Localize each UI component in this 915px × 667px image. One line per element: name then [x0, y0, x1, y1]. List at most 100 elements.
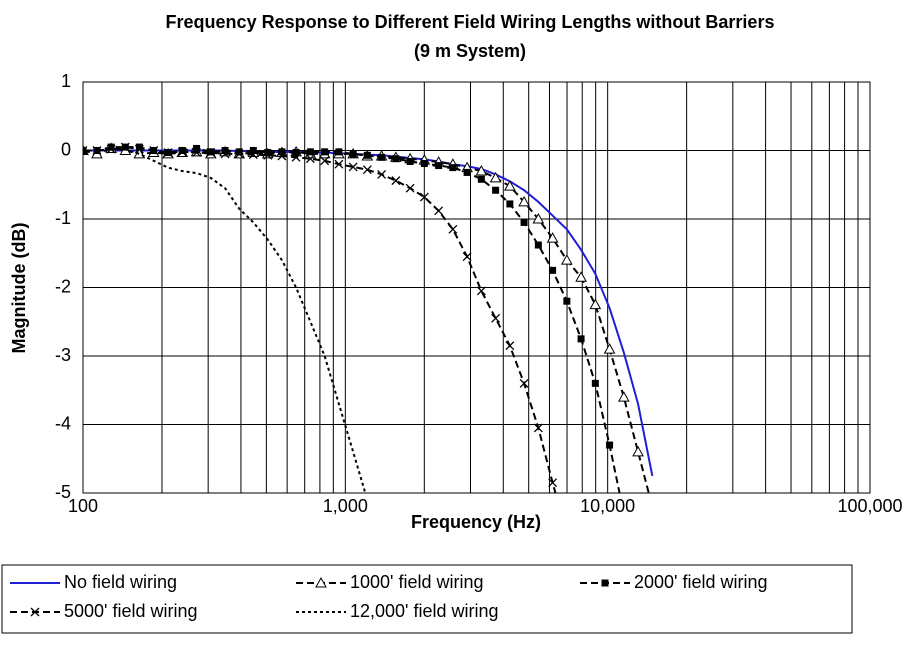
marker	[560, 254, 573, 265]
marker	[405, 183, 415, 193]
marker	[475, 165, 488, 176]
marker	[435, 162, 443, 170]
marker	[591, 379, 599, 387]
y-axis-label: Magnitude (dB)	[9, 223, 29, 354]
y-tick-label: -4	[55, 413, 71, 433]
legend-label: 1000' field wiring	[350, 572, 484, 592]
marker	[476, 286, 486, 296]
y-tick-label: 1	[61, 71, 71, 91]
legend-label: 12,000' field wiring	[350, 601, 499, 621]
marker	[589, 298, 602, 310]
marker	[577, 335, 585, 343]
marker	[263, 150, 273, 160]
marker	[163, 148, 173, 158]
marker	[291, 152, 301, 162]
marker	[632, 445, 644, 457]
marker	[563, 530, 571, 538]
marker	[249, 147, 257, 154]
marker	[248, 150, 258, 160]
marker	[178, 147, 186, 154]
marker	[519, 378, 529, 388]
y-tick-label: -3	[55, 345, 71, 365]
marker	[235, 148, 243, 156]
marker	[532, 212, 545, 224]
marker	[315, 576, 327, 588]
marker	[420, 160, 428, 168]
marker	[335, 148, 343, 156]
marker	[419, 192, 429, 202]
marker	[606, 441, 614, 449]
marker	[477, 175, 485, 183]
marker	[546, 232, 559, 243]
marker	[83, 146, 88, 155]
marker	[192, 148, 202, 158]
legend-label: No field wiring	[64, 572, 177, 592]
legend-label: 5000' field wiring	[64, 601, 198, 621]
marker	[448, 224, 458, 234]
marker	[177, 147, 187, 157]
marker	[492, 186, 500, 194]
x-tick-label: 100,000	[837, 496, 902, 516]
series-line	[83, 146, 621, 493]
marker	[320, 156, 330, 166]
marker	[504, 180, 516, 191]
marker	[563, 297, 571, 305]
marker	[378, 153, 386, 161]
marker	[106, 144, 116, 154]
marker	[575, 271, 587, 282]
marker	[549, 266, 557, 274]
y-tick-label: -1	[55, 208, 71, 228]
marker	[334, 159, 344, 169]
legend-label: 2000' field wiring	[634, 572, 768, 592]
marker	[505, 341, 515, 351]
marker	[392, 155, 400, 163]
marker	[135, 143, 143, 151]
marker	[617, 391, 630, 402]
x-axis-label: Frequency (Hz)	[411, 512, 541, 532]
marker	[362, 165, 372, 175]
marker	[30, 607, 40, 617]
marker	[349, 150, 357, 158]
x-tick-label: 100	[68, 496, 98, 516]
marker	[603, 343, 616, 354]
x-tick-label: 10,000	[580, 496, 635, 516]
marker	[363, 151, 371, 159]
marker	[449, 164, 457, 172]
marker	[321, 148, 329, 156]
marker	[120, 142, 130, 152]
plot-border	[82, 81, 871, 494]
marker	[406, 157, 414, 165]
marker	[548, 478, 558, 488]
y-tick-label: -2	[55, 276, 71, 296]
series-line	[83, 146, 557, 493]
marker	[601, 579, 609, 587]
marker	[292, 149, 300, 157]
marker	[518, 195, 530, 207]
marker	[462, 252, 472, 262]
plot-area	[83, 142, 654, 538]
chart-title: Frequency Response to Different Field Wi…	[165, 12, 775, 61]
marker	[463, 168, 471, 176]
marker	[434, 206, 444, 216]
marker	[491, 313, 501, 323]
marker	[220, 149, 230, 159]
marker	[489, 171, 502, 183]
marker	[277, 151, 287, 161]
marker	[305, 154, 315, 164]
marker	[278, 148, 286, 156]
marker	[377, 170, 387, 179]
marker	[520, 218, 528, 226]
marker	[206, 148, 216, 158]
marker	[534, 241, 542, 249]
marker	[306, 148, 314, 156]
y-tick-label: 0	[61, 139, 71, 159]
marker	[391, 176, 401, 186]
x-tick-label: 1,000	[323, 496, 368, 516]
marker	[193, 144, 201, 152]
legend-box	[1, 564, 853, 634]
marker	[107, 143, 115, 151]
marker	[264, 149, 272, 157]
series-line	[83, 148, 367, 493]
